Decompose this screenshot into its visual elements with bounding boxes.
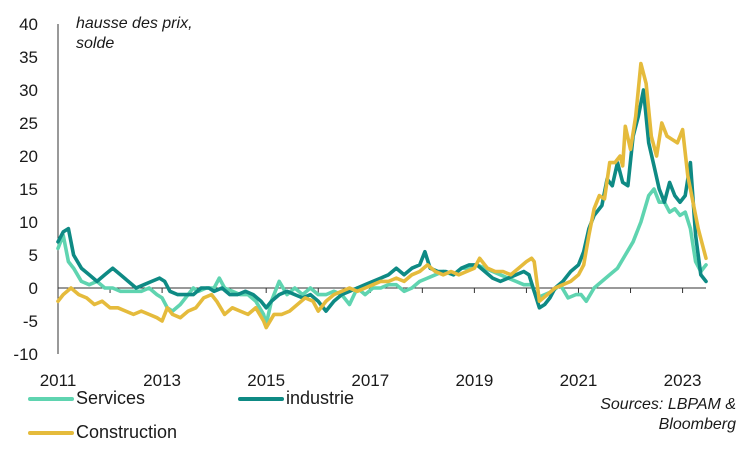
x-tick-label: 2015 <box>247 371 285 390</box>
y-tick-label: 15 <box>19 180 38 199</box>
x-tick-label: 2013 <box>143 371 181 390</box>
y-tick-label: 0 <box>29 279 38 298</box>
legend-label-services: Services <box>76 388 146 408</box>
source-line-1: Sources: LBPAM & <box>600 396 736 413</box>
chart-annotation: hausse des prix, solde <box>76 14 193 54</box>
source-line-2: Bloomberg <box>658 416 736 433</box>
series-line-services <box>56 187 708 327</box>
x-tick-label: 2023 <box>664 371 702 390</box>
legend-item-services: Services <box>28 388 145 409</box>
y-tick-label: -10 <box>13 345 38 364</box>
y-tick-label: 30 <box>19 81 38 100</box>
y-tick-label: 20 <box>19 147 38 166</box>
legend-label-industrie: industrie <box>286 388 355 408</box>
series-lines <box>56 61 708 330</box>
legend-swatch-industrie <box>238 396 284 401</box>
series-line-construction <box>56 61 708 330</box>
x-tick-label: 2017 <box>351 371 389 390</box>
legend-item-construction: Construction <box>28 422 177 443</box>
y-tick-label: -5 <box>23 312 38 331</box>
legend-swatch-construction <box>28 430 74 435</box>
legend-item-industrie: industrie <box>238 388 354 409</box>
x-axis: 2011 2013 2015 2017 2019 2021 2023 <box>40 287 706 390</box>
x-tick-label: 2021 <box>560 371 598 390</box>
y-tick-label: 5 <box>29 246 38 265</box>
legend-swatch-services <box>28 396 74 401</box>
y-tick-label: 10 <box>19 213 38 232</box>
x-tick-label: 2019 <box>455 371 493 390</box>
y-tick-label: 25 <box>19 114 38 133</box>
annotation-line-2: solde <box>76 35 115 52</box>
x-tick-label: 2011 <box>40 371 77 390</box>
y-axis: -10 -5 0 5 10 15 20 25 30 35 40 <box>13 15 59 364</box>
legend-label-construction: Construction <box>76 422 178 442</box>
y-tick-label: 40 <box>19 15 38 34</box>
series-line-industrie <box>56 88 708 313</box>
source-note: Sources: LBPAM & Bloomberg <box>600 395 736 435</box>
annotation-line-1: hausse des prix, <box>76 15 193 32</box>
y-tick-label: 35 <box>19 48 38 67</box>
